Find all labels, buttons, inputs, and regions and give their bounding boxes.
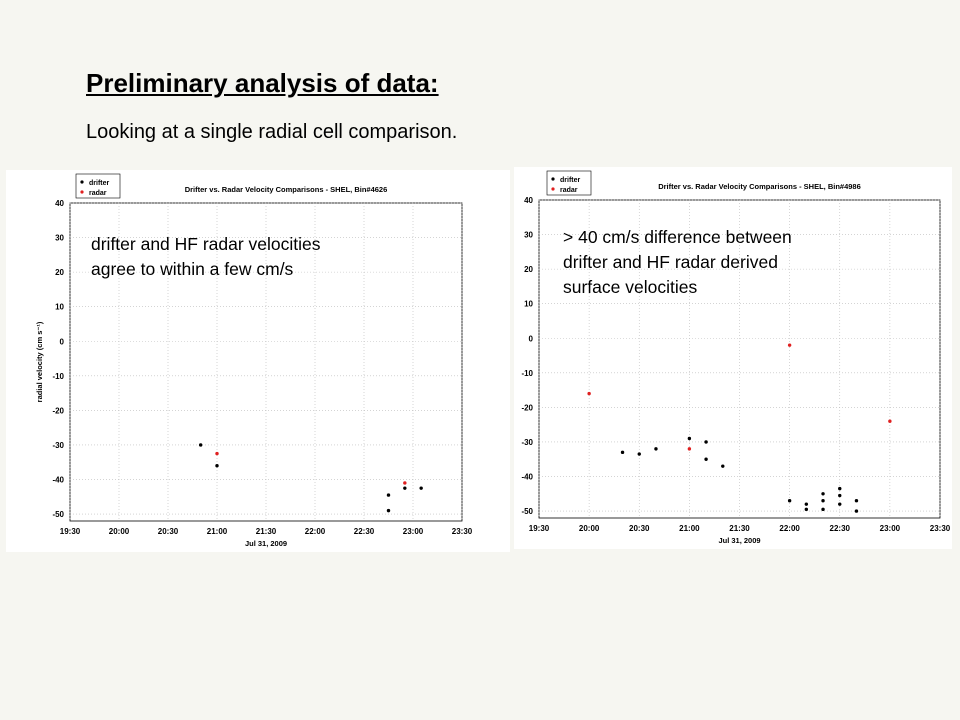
drifter-point	[787, 499, 792, 503]
x-axis-label: Jul 31, 2009	[718, 536, 760, 545]
radar-point	[888, 419, 892, 423]
x-tick-label: 21:30	[256, 527, 277, 536]
y-tick-label: 30	[55, 234, 64, 243]
slide-subtitle: Looking at a single radial cell comparis…	[86, 121, 458, 143]
legend-marker-radar	[551, 187, 555, 191]
y-tick-label: 40	[524, 196, 533, 205]
drifter-point	[637, 452, 641, 456]
drifter-point	[721, 464, 725, 468]
y-tick-label: -50	[52, 510, 64, 519]
x-tick-label: 20:30	[158, 527, 179, 536]
legend-label-radar: radar	[89, 190, 107, 197]
drifter-point	[687, 436, 692, 441]
x-tick-label: 19:30	[529, 524, 550, 533]
x-axis-label: Jul 31, 2009	[245, 539, 287, 548]
legend-box	[546, 170, 592, 196]
legend-label-drifter: drifter	[89, 180, 110, 187]
y-tick-label: 30	[524, 231, 533, 240]
drifter-point	[620, 450, 625, 455]
drifter-point	[654, 447, 658, 451]
radar-point	[787, 343, 792, 347]
legend-box	[75, 173, 121, 199]
y-tick-label: -10	[521, 369, 533, 378]
drifter-point	[804, 502, 809, 506]
chart-right: 40 30 20 10 0 -10 -20 -30 -40 -50 19:30 20:00 20:30 2…	[521, 170, 951, 545]
drifter-point	[215, 463, 219, 468]
drifter-point	[821, 499, 825, 503]
y-tick-label: -30	[52, 441, 64, 450]
legend-marker-drifter	[80, 180, 84, 184]
chart-left: 40 30 20 10 0 -10 -20 -30 -40 -50 19:30 20:00 20:30 2…	[35, 173, 473, 548]
legend-marker-radar	[80, 190, 84, 194]
drifter-point	[854, 509, 859, 513]
y-axis-label: radial velocity (cm s⁻¹)	[35, 321, 44, 402]
y-tick-label: -50	[521, 507, 533, 516]
annotation-right: > 40 cm/s difference between drifter and…	[563, 227, 792, 297]
y-tick-label: -20	[521, 403, 533, 412]
drifter-point	[198, 443, 203, 447]
drifter-point	[386, 493, 391, 497]
x-tick-label: 23:30	[930, 524, 951, 533]
x-tick-label: 22:30	[354, 527, 375, 536]
chart-title: Drifter vs. Radar Velocity Comparisons -…	[185, 185, 388, 194]
radar-point	[403, 481, 407, 485]
y-tick-label: 20	[524, 265, 533, 274]
x-tick-label: 23:30	[452, 527, 473, 536]
x-tick-label: 22:00	[779, 524, 800, 533]
drifter-point	[838, 502, 842, 506]
drifter-point	[838, 493, 842, 498]
drifter-point	[704, 440, 708, 444]
y-tick-label: -40	[521, 473, 533, 482]
y-tick-label: 10	[524, 300, 533, 309]
y-tick-label: -30	[521, 438, 533, 447]
x-tick-label: 21:30	[729, 524, 750, 533]
x-tick-label: 20:00	[579, 524, 600, 533]
drifter-point	[386, 508, 391, 513]
legend-marker-drifter	[551, 177, 555, 181]
chart-panel-right: 40 30 20 10 0 -10 -20 -30 -40 -50 19:30 20:00 20:30 2…	[514, 167, 952, 549]
y-tick-label: 20	[55, 268, 64, 277]
x-tick-label: 19:30	[60, 527, 81, 536]
y-tick-label: 10	[55, 303, 64, 312]
chart-panel-left: 40 30 20 10 0 -10 -20 -30 -40 -50 19:30 20:00 20:30 2…	[6, 170, 510, 552]
x-tick-label: 22:30	[830, 524, 851, 533]
x-tick-label: 20:00	[109, 527, 130, 536]
y-tick-label: 40	[55, 199, 64, 208]
legend-label-radar: radar	[560, 187, 578, 194]
drifter-point	[821, 492, 825, 496]
annotation-left: drifter and HF radar velocities agree to…	[91, 234, 321, 279]
chart-title: Drifter vs. Radar Velocity Comparisons -…	[658, 182, 861, 191]
drifter-point	[821, 507, 825, 512]
y-tick-label: -40	[52, 476, 64, 485]
x-tick-label: 23:00	[880, 524, 901, 533]
y-tick-label: 0	[529, 334, 534, 343]
drifter-point	[804, 507, 809, 512]
drifter-point	[403, 486, 407, 490]
x-tick-label: 23:00	[403, 527, 424, 536]
x-tick-label: 20:30	[629, 524, 650, 533]
drifter-point	[419, 486, 423, 490]
drifter-point	[838, 486, 842, 491]
legend-label-drifter: drifter	[560, 177, 581, 184]
y-tick-label: 0	[60, 337, 65, 346]
drifter-point	[854, 499, 859, 503]
y-tick-label: -10	[52, 372, 64, 381]
drifter-point	[704, 457, 708, 461]
slide-title: Preliminary analysis of data:	[86, 68, 439, 98]
radar-point	[687, 447, 692, 451]
x-tick-label: 22:00	[305, 527, 326, 536]
y-tick-label: -20	[52, 406, 64, 415]
x-tick-label: 21:00	[679, 524, 700, 533]
x-tick-label: 21:00	[207, 527, 228, 536]
radar-point	[587, 391, 591, 396]
radar-point	[215, 451, 219, 456]
